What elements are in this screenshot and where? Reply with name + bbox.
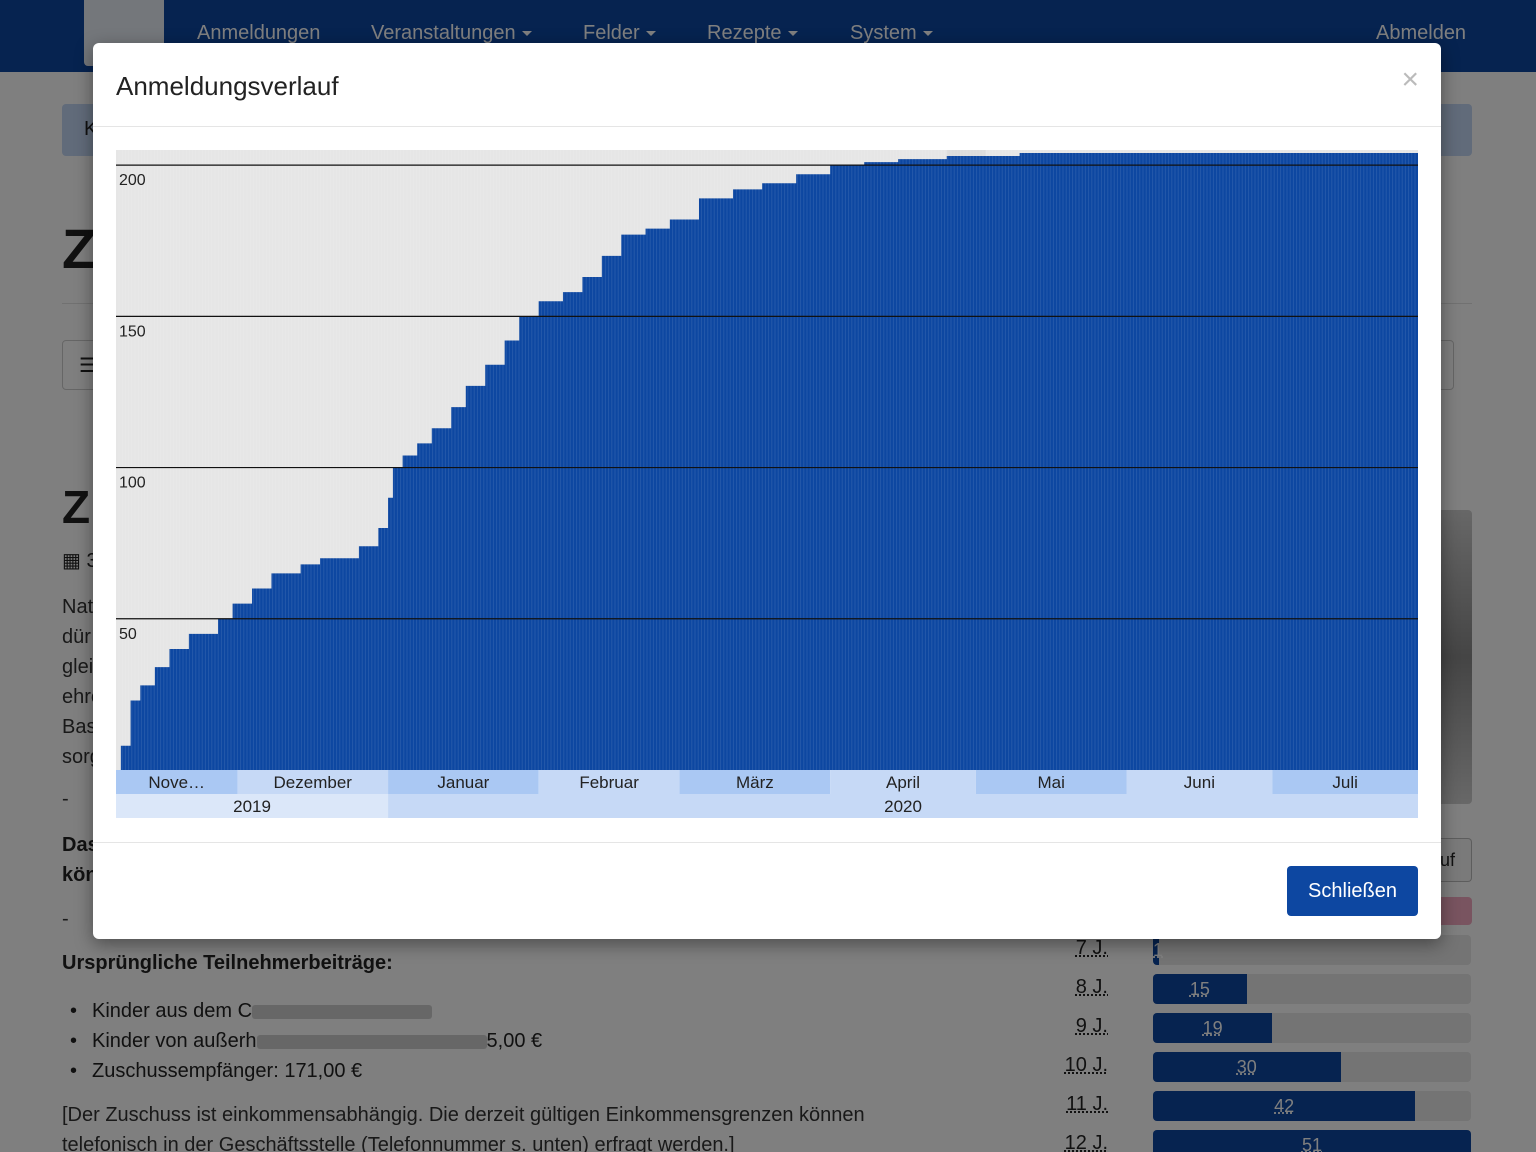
month-label: April (886, 773, 920, 792)
month-band (975, 770, 1127, 794)
y-tick-label: 150 (119, 323, 146, 340)
registration-area (116, 153, 1418, 770)
year-label: 2019 (233, 797, 271, 816)
month-band (1272, 770, 1418, 794)
month-label: März (736, 773, 774, 792)
y-tick-label: 200 (119, 172, 146, 189)
month-label: Dezember (274, 773, 353, 792)
registration-history-modal: Anmeldungsverlauf × 50 100 150 200 Nove… Deze… (93, 43, 1441, 939)
year-label: 2020 (884, 797, 922, 816)
close-icon[interactable]: × (1401, 63, 1419, 96)
modal-footer: Schließen (93, 842, 1441, 939)
month-band (679, 770, 831, 794)
y-tick-label: 50 (119, 626, 137, 643)
day-stripes (118, 150, 1416, 770)
y-tick-label: 100 (119, 475, 146, 492)
close-button[interactable]: Schließen (1287, 866, 1418, 916)
modal-header: Anmeldungsverlauf × (93, 43, 1441, 127)
month-band (1126, 770, 1273, 794)
month-band (830, 770, 976, 794)
registration-history-chart: 50 100 150 200 Nove… Dezember Januar Februar Mär… (116, 150, 1418, 818)
month-label: Nove… (148, 773, 205, 792)
modal-title: Anmeldungsverlauf (116, 71, 339, 101)
month-label: Februar (579, 773, 639, 792)
month-label: Juni (1184, 773, 1215, 792)
month-label: Mai (1038, 773, 1065, 792)
year-band (116, 794, 389, 818)
month-label: Juli (1332, 773, 1358, 792)
month-band (237, 770, 389, 794)
year-band (388, 794, 1418, 818)
month-band (116, 770, 238, 794)
month-label: Januar (437, 773, 489, 792)
month-band (538, 770, 680, 794)
month-band (388, 770, 539, 794)
